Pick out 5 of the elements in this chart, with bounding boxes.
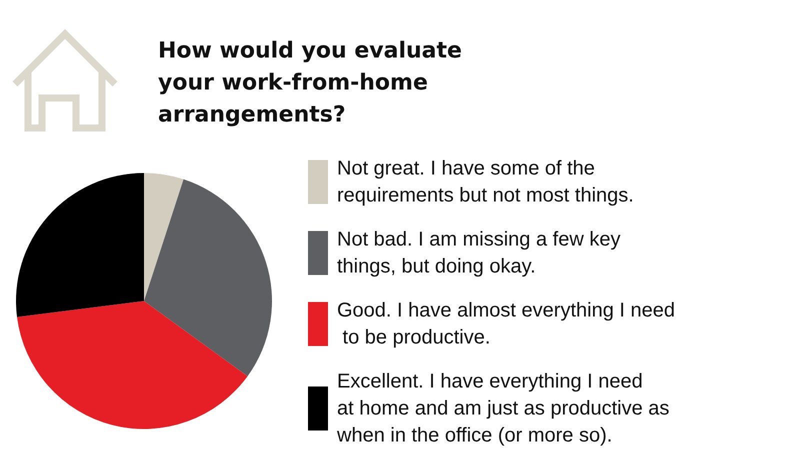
- legend-label: Good. I have almost everything I need to be productive.: [337, 300, 675, 348]
- legend-label: Excellent. I have everything I need at home and am just as productive as when in the office (or more so).: [336, 370, 675, 446]
- legend-label: Not bad. I am missing a few key things, but doing okay.: [337, 228, 626, 278]
- legend-label: Not great. I have some of the requirements but not most things.: [337, 158, 634, 206]
- chart-title: How would you evaluate your work-from-home arrangements?: [158, 38, 470, 128]
